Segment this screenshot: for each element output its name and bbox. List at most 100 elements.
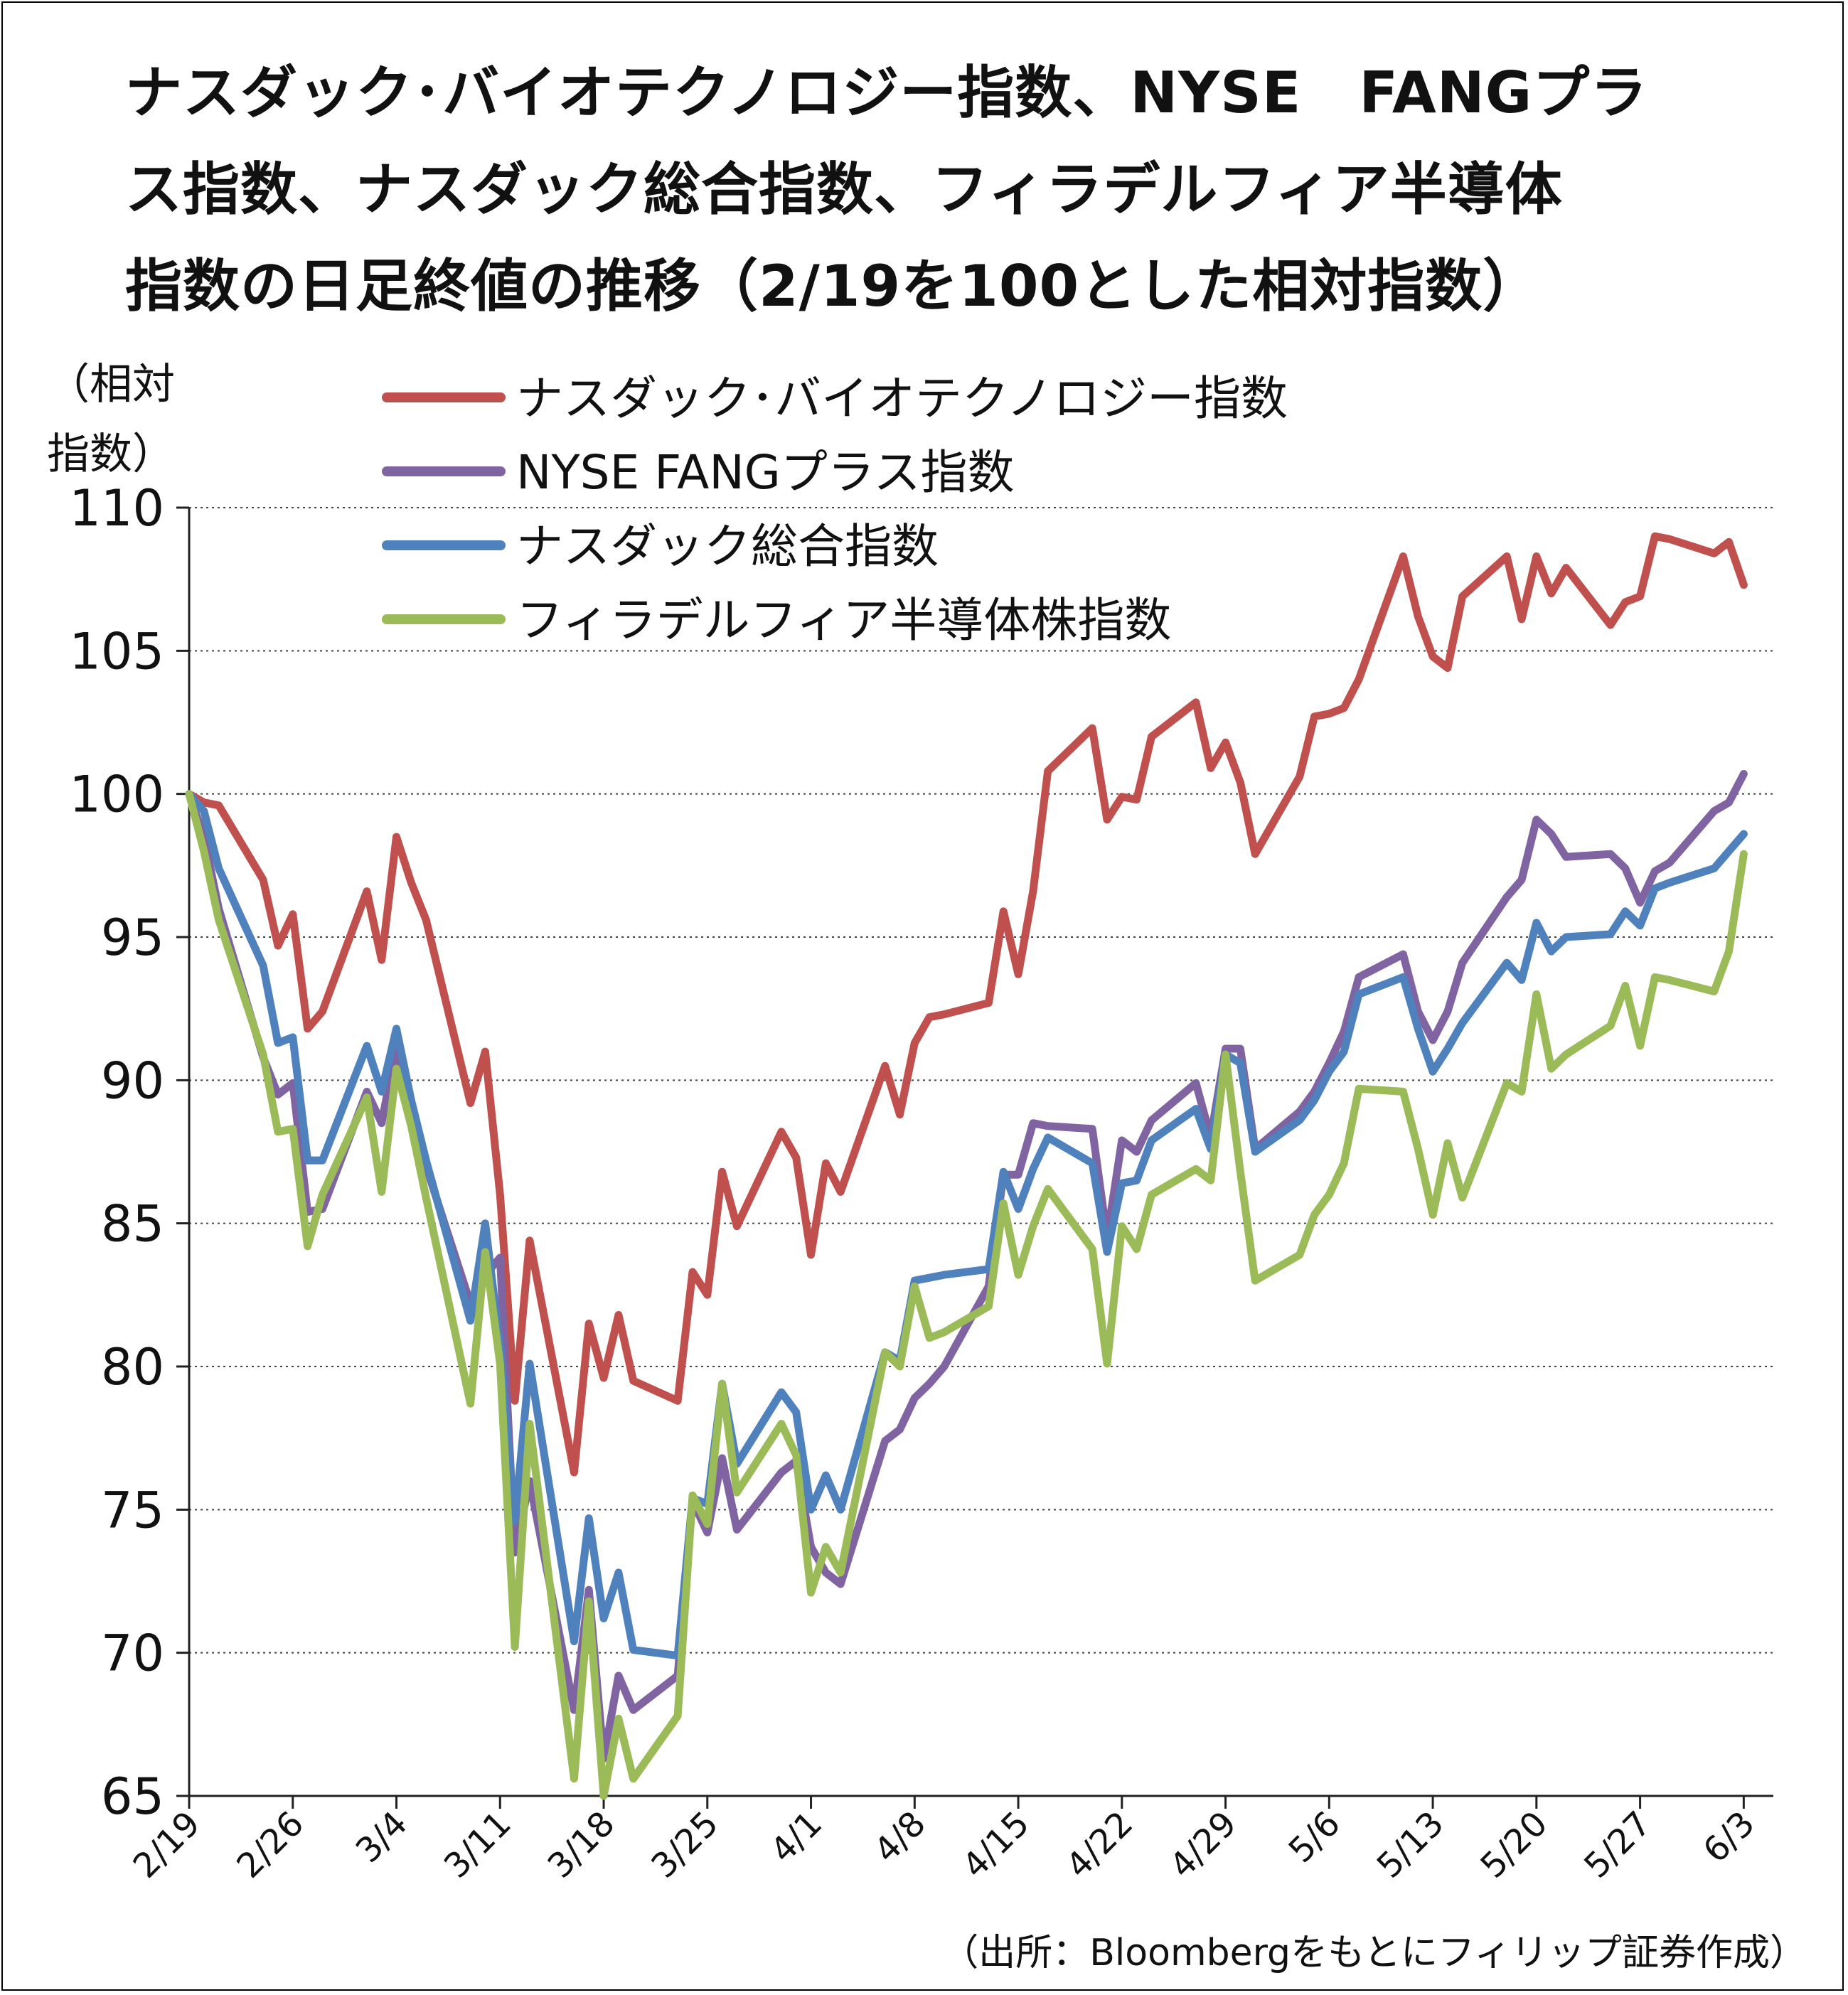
data-point	[692, 1271, 693, 1273]
data-point	[914, 1042, 915, 1044]
data-point	[692, 1494, 693, 1496]
series-line	[185, 790, 1748, 1800]
data-point	[988, 1305, 989, 1307]
data-point	[1743, 853, 1744, 855]
data-point	[1091, 1162, 1093, 1164]
data-point	[1239, 782, 1241, 783]
data-point	[1091, 727, 1093, 729]
x-tick-label: 5/20	[1473, 1804, 1556, 1886]
data-point	[366, 1091, 368, 1092]
data-point	[1299, 776, 1300, 778]
data-point	[218, 805, 220, 806]
data-point	[1417, 1148, 1419, 1150]
data-point	[1136, 1248, 1138, 1250]
data-point	[262, 879, 264, 880]
data-point	[618, 1572, 619, 1573]
data-point	[1225, 1054, 1227, 1055]
data-point	[1091, 1128, 1093, 1130]
data-point	[1106, 819, 1108, 820]
data-point	[277, 1042, 279, 1044]
data-point	[633, 1709, 634, 1711]
data-point	[1106, 1251, 1108, 1253]
data-point	[1106, 1363, 1108, 1364]
data-point	[1299, 1254, 1300, 1256]
x-tick-label: 3/4	[348, 1804, 415, 1871]
data-point	[262, 1054, 264, 1055]
data-point	[499, 1194, 501, 1195]
data-point	[321, 1011, 323, 1012]
data-point	[1417, 1028, 1419, 1029]
data-point	[1254, 1280, 1256, 1281]
y-tick-label: 95	[101, 909, 164, 967]
data-point	[899, 1429, 900, 1430]
data-point	[1003, 1202, 1004, 1204]
data-point	[366, 891, 368, 892]
data-point	[1358, 994, 1360, 995]
data-point	[1536, 555, 1537, 557]
y-tick-label: 105	[69, 622, 164, 680]
series-3	[185, 790, 1748, 1660]
data-point	[396, 1028, 397, 1029]
data-point	[499, 1257, 501, 1258]
data-point	[1299, 1111, 1300, 1113]
y-unit-label-line-2: 指数）	[47, 429, 175, 479]
x-tick-label: 4/29	[1162, 1804, 1244, 1886]
data-point	[307, 1160, 309, 1161]
data-point	[1610, 853, 1611, 855]
series-line	[185, 532, 1748, 1477]
data-point	[1536, 994, 1537, 995]
series-1	[185, 532, 1748, 1477]
x-tick-label: 3/11	[437, 1804, 519, 1886]
series-4	[185, 790, 1748, 1800]
data-point	[1402, 1091, 1404, 1092]
data-point	[1314, 1214, 1315, 1216]
series-line	[185, 770, 1748, 1763]
legend-label: ナスダック･バイオテクノロジー指数	[516, 371, 1288, 426]
data-point	[1210, 767, 1212, 769]
data-point	[899, 1114, 900, 1116]
legend-label: フィラデルフィア半導体株指数	[516, 593, 1171, 648]
data-point	[484, 1251, 486, 1253]
x-tick-label: 5/27	[1576, 1804, 1659, 1886]
data-point	[1210, 1180, 1212, 1181]
data-point	[396, 836, 397, 838]
data-point	[1462, 1022, 1463, 1024]
data-point	[914, 1280, 915, 1281]
data-point	[1032, 1168, 1034, 1170]
data-point	[1314, 716, 1315, 717]
data-point	[218, 919, 220, 921]
data-point	[899, 1366, 900, 1367]
data-point	[1121, 1182, 1123, 1184]
data-point	[618, 1718, 619, 1719]
data-point	[1239, 1062, 1241, 1064]
data-point	[410, 1100, 412, 1101]
data-point	[1047, 1125, 1049, 1127]
data-point	[618, 1675, 619, 1676]
y-tick-label: 110	[69, 479, 164, 537]
source-note: （出所：Bloombergをもとにフィリップ証券作成）	[941, 1932, 1807, 1974]
data-point	[277, 1131, 279, 1133]
data-point	[1328, 1194, 1330, 1195]
legend: ナスダック･バイオテクノロジー指数 NYSE FANGプラス指数ナスダック総合指数…	[382, 371, 1288, 648]
data-point	[1462, 1197, 1463, 1198]
x-tick-label: 4/22	[1058, 1804, 1141, 1886]
data-point	[840, 1509, 841, 1510]
data-point	[484, 1223, 486, 1224]
data-point	[1047, 1137, 1049, 1138]
x-tick-label: 2/26	[229, 1804, 311, 1886]
data-point	[1743, 584, 1744, 586]
data-point	[1018, 973, 1019, 975]
x-tick-label: 3/18	[540, 1804, 623, 1886]
data-point	[573, 1778, 575, 1780]
data-point	[1343, 1162, 1345, 1164]
y-tick-label: 75	[101, 1481, 164, 1539]
data-point	[1358, 679, 1360, 680]
series-lines	[185, 532, 1748, 1800]
legend-label: ナスダック総合指数	[516, 519, 939, 574]
y-tick-label: 100	[69, 766, 164, 824]
y-tick-label: 90	[101, 1052, 164, 1110]
data-point	[529, 1240, 530, 1241]
data-point	[1195, 1108, 1197, 1110]
data-point	[1447, 1011, 1448, 1012]
